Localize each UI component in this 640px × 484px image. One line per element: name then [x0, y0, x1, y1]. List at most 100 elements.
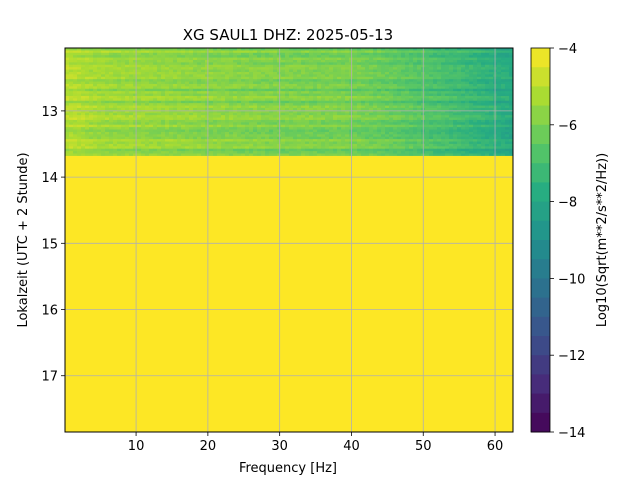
- heatmap-cell: [117, 110, 122, 114]
- heatmap-cell: [153, 105, 158, 109]
- heatmap-cell: [245, 48, 250, 51]
- heatmap-cell: [401, 79, 406, 83]
- heatmap-cell: [189, 117, 194, 121]
- heatmap-cell: [317, 81, 322, 85]
- heatmap-cell: [157, 88, 162, 92]
- heatmap-cell: [77, 69, 82, 73]
- heatmap-cell: [457, 124, 462, 128]
- heatmap-cell: [413, 110, 418, 114]
- heatmap-cell: [441, 59, 446, 63]
- heatmap-cell: [401, 148, 406, 152]
- heatmap-cell: [385, 93, 390, 97]
- heatmap-cell: [189, 105, 194, 109]
- heatmap-cell: [469, 127, 474, 131]
- heatmap-cell: [381, 52, 386, 56]
- heatmap-cell: [257, 143, 262, 147]
- heatmap-cell: [329, 95, 334, 99]
- heatmap-cell: [73, 143, 78, 147]
- heatmap-cell: [437, 143, 442, 147]
- heatmap-cell: [241, 119, 246, 123]
- heatmap-cell: [341, 74, 346, 78]
- heatmap-cell: [125, 86, 130, 90]
- heatmap-cell: [437, 64, 442, 68]
- heatmap-cell: [489, 100, 494, 104]
- heatmap-cell: [441, 110, 446, 114]
- heatmap-cell: [361, 71, 366, 75]
- heatmap-cell: [309, 95, 314, 99]
- heatmap-cell: [341, 50, 346, 54]
- heatmap-cell: [485, 107, 490, 111]
- heatmap-cell: [97, 117, 102, 121]
- heatmap-cell: [269, 124, 274, 128]
- heatmap-cell: [221, 83, 226, 87]
- heatmap-cell: [257, 59, 262, 63]
- heatmap-cell: [65, 129, 70, 133]
- heatmap-cell: [109, 146, 114, 150]
- heatmap-cell: [109, 98, 114, 102]
- heatmap-cell: [293, 143, 298, 147]
- heatmap-cell: [281, 86, 286, 90]
- heatmap-cell: [293, 48, 298, 51]
- heatmap-cell: [85, 74, 90, 78]
- heatmap-cell: [429, 107, 434, 111]
- heatmap-cell: [345, 86, 350, 90]
- heatmap-cell: [117, 62, 122, 66]
- heatmap-cell: [193, 148, 198, 152]
- heatmap-cell: [121, 146, 126, 150]
- heatmap-cell: [477, 52, 482, 56]
- heatmap-cell: [237, 79, 242, 83]
- heatmap-cell: [425, 57, 430, 61]
- heatmap-cell: [105, 103, 110, 107]
- heatmap-cell: [85, 88, 90, 92]
- heatmap-cell: [181, 127, 186, 131]
- heatmap-cell: [141, 117, 146, 121]
- heatmap-cell: [273, 124, 278, 128]
- heatmap-cell: [245, 134, 250, 138]
- heatmap-cell: [285, 64, 290, 68]
- heatmap-cell: [105, 141, 110, 145]
- heatmap-cell: [317, 67, 322, 71]
- heatmap-cell: [285, 59, 290, 63]
- heatmap-cell: [333, 103, 338, 107]
- heatmap-cell: [509, 69, 513, 73]
- heatmap-cell: [85, 110, 90, 114]
- heatmap-cell: [509, 71, 513, 75]
- heatmap-cell: [429, 79, 434, 83]
- heatmap-cell: [453, 148, 458, 152]
- heatmap-cell: [329, 79, 334, 83]
- heatmap-cell: [217, 95, 222, 99]
- heatmap-cell: [245, 129, 250, 133]
- heatmap-cell: [205, 81, 210, 85]
- heatmap-cell: [341, 76, 346, 80]
- heatmap-cell: [117, 122, 122, 126]
- heatmap-cell: [361, 148, 366, 152]
- heatmap-cell: [425, 112, 430, 116]
- heatmap-cell: [121, 127, 126, 131]
- heatmap-cell: [97, 122, 102, 126]
- heatmap-cell: [121, 115, 126, 119]
- heatmap-cell: [113, 127, 118, 131]
- heatmap-cell: [257, 55, 262, 59]
- heatmap-cell: [393, 139, 398, 143]
- heatmap-cell: [373, 81, 378, 85]
- heatmap-cell: [385, 134, 390, 138]
- heatmap-cell: [361, 76, 366, 80]
- heatmap-cell: [449, 119, 454, 123]
- heatmap-cell: [329, 136, 334, 140]
- heatmap-cell: [309, 110, 314, 114]
- heatmap-cell: [181, 110, 186, 114]
- heatmap-cell: [237, 115, 242, 119]
- heatmap-cell: [269, 117, 274, 121]
- heatmap-cell: [381, 59, 386, 63]
- heatmap-cell: [237, 127, 242, 131]
- heatmap-cell: [157, 48, 162, 51]
- heatmap-cell: [477, 112, 482, 116]
- heatmap-cell: [301, 141, 306, 145]
- heatmap-cell: [477, 93, 482, 97]
- heatmap-cell: [269, 55, 274, 59]
- heatmap-cell: [193, 59, 198, 63]
- heatmap-cell: [457, 127, 462, 131]
- heatmap-cell: [257, 91, 262, 95]
- heatmap-cell: [185, 100, 190, 104]
- heatmap-cell: [133, 98, 138, 102]
